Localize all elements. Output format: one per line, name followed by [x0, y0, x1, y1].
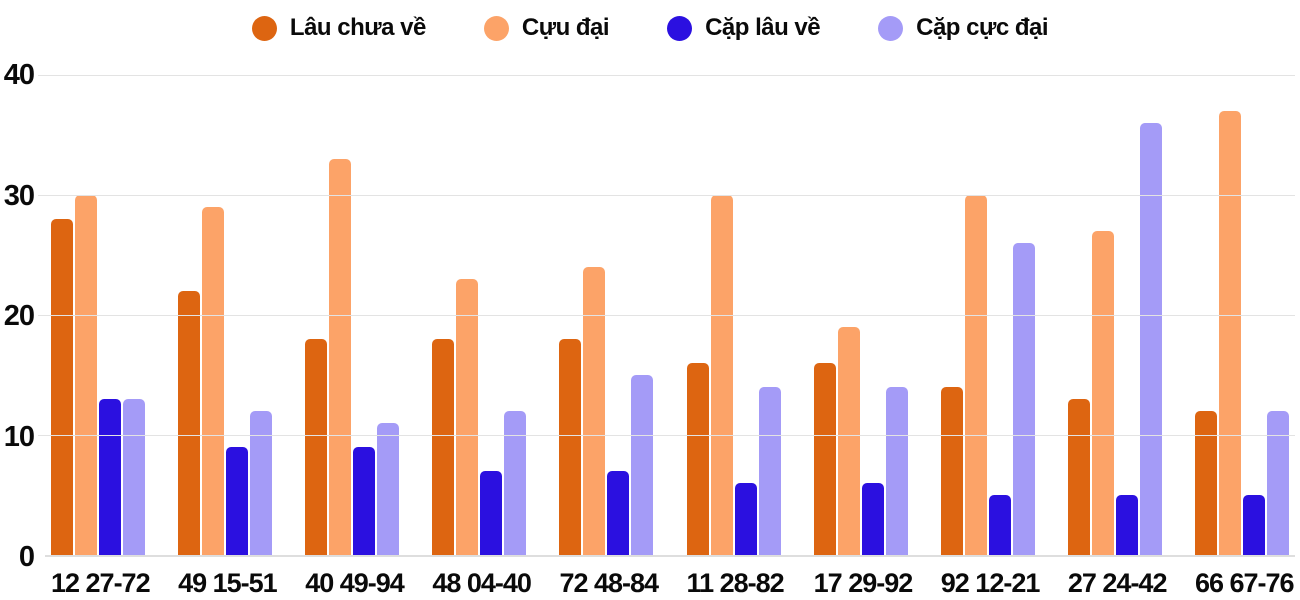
bar-group-4: [559, 75, 654, 555]
bar-s1-c0[interactable]: [75, 195, 97, 555]
bar-group-7: [940, 75, 1035, 555]
bar-s2-c8[interactable]: [1115, 495, 1138, 555]
gridline-20: [38, 315, 1295, 316]
gridline-10: [38, 435, 1295, 436]
bar-group-8: [1067, 75, 1162, 555]
bar-groups: [45, 75, 1295, 555]
gridline-30: [38, 195, 1295, 196]
bar-s3-c2[interactable]: [377, 423, 400, 555]
x-tick-label-4: 72 48-84: [559, 568, 659, 598]
bar-group-0: [51, 75, 145, 555]
bar-group-5: [686, 75, 781, 555]
legend-swatch-icon: [251, 15, 277, 41]
bar-s0-c0[interactable]: [51, 219, 73, 555]
gridline-40: [38, 75, 1295, 76]
chart-legend: Lâu chưa về Cựu đại Cặp lâu về Cặp cực đại: [0, 8, 1300, 48]
bar-s3-c3[interactable]: [504, 411, 527, 555]
bar-s1-c1[interactable]: [202, 207, 225, 555]
y-axis: 0 10 20 30 40: [0, 60, 35, 572]
x-tick-label-2: 40 49-94: [305, 568, 405, 598]
bar-group-6: [813, 75, 908, 555]
legend-item-0[interactable]: Lâu chưa về: [251, 14, 426, 42]
legend-item-2[interactable]: Cặp lâu về: [667, 14, 821, 42]
bar-s2-c4[interactable]: [607, 471, 630, 555]
bar-s2-c2[interactable]: [353, 447, 376, 555]
bar-s2-c1[interactable]: [226, 447, 249, 555]
x-tick-label-8: 27 24-42: [1067, 568, 1168, 598]
bar-chart: 12 27-72 49 15-51 40 49-94 48 04-40 72 48-84…: [38, 75, 1295, 599]
bar-s0-c8[interactable]: [1067, 399, 1090, 555]
bar-s0-c7[interactable]: [940, 387, 963, 555]
bar-s3-c6[interactable]: [885, 387, 908, 555]
bar-s2-c6[interactable]: [861, 483, 884, 555]
y-tick-label-20: 20: [3, 300, 35, 332]
bar-s3-c4[interactable]: [631, 375, 654, 555]
bar-s3-c0[interactable]: [123, 399, 145, 555]
y-tick-label-10: 10: [3, 420, 35, 453]
legend-label: Lâu chưa về: [289, 14, 426, 41]
legend-label: Cặp lâu về: [705, 14, 821, 41]
x-tick-label-7: 92 12-21: [940, 568, 1041, 598]
legend-item-3[interactable]: Cặp cực đại: [878, 14, 1049, 42]
plot-area: [38, 75, 1295, 557]
bar-s0-c1[interactable]: [178, 291, 201, 555]
bar-s1-c8[interactable]: [1091, 231, 1114, 555]
legend-item-1[interactable]: Cựu đại: [483, 14, 610, 42]
x-axis: 12 27-72 49 15-51 40 49-94 48 04-40 72 48-84…: [45, 568, 1295, 599]
y-tick-label-0: 0: [18, 541, 35, 573]
x-tick-label-1: 49 15-51: [178, 568, 278, 598]
bar-s1-c3[interactable]: [456, 279, 479, 555]
bar-s2-c5[interactable]: [734, 483, 757, 555]
bar-s1-c9[interactable]: [1218, 111, 1241, 555]
bar-s3-c1[interactable]: [250, 411, 273, 555]
bar-s0-c4[interactable]: [559, 339, 582, 555]
bar-group-3: [432, 75, 527, 555]
bar-s1-c4[interactable]: [583, 267, 606, 555]
bar-s0-c3[interactable]: [432, 339, 455, 555]
x-tick-label-6: 17 29-92: [813, 568, 914, 598]
bar-s0-c6[interactable]: [813, 363, 836, 555]
bar-s1-c5[interactable]: [710, 195, 733, 555]
bar-group-9: [1194, 75, 1289, 555]
bar-group-1: [178, 75, 273, 555]
bar-s1-c7[interactable]: [964, 195, 987, 555]
bar-s0-c5[interactable]: [686, 363, 709, 555]
x-tick-label-3: 48 04-40: [432, 568, 532, 598]
legend-swatch-icon: [667, 15, 693, 41]
bar-s2-c0[interactable]: [99, 399, 121, 555]
bar-s3-c7[interactable]: [1012, 243, 1035, 555]
bar-s0-c9[interactable]: [1194, 411, 1217, 555]
bar-group-2: [305, 75, 400, 555]
legend-label: Cặp cực đại: [916, 14, 1049, 41]
y-tick-label-30: 30: [3, 179, 35, 212]
x-tick-label-9: 66 67-76: [1194, 568, 1295, 598]
legend-swatch-icon: [483, 15, 509, 41]
bar-s1-c2[interactable]: [329, 159, 352, 555]
bar-s2-c3[interactable]: [480, 471, 503, 555]
legend-label: Cựu đại: [521, 14, 610, 41]
bar-s3-c9[interactable]: [1266, 411, 1289, 555]
bar-s0-c2[interactable]: [305, 339, 328, 555]
bar-s1-c6[interactable]: [837, 327, 860, 555]
bar-s3-c8[interactable]: [1139, 123, 1162, 555]
y-tick-label-40: 40: [3, 59, 35, 91]
bar-s3-c5[interactable]: [758, 387, 781, 555]
x-tick-label-0: 12 27-72: [51, 568, 151, 598]
bar-s2-c7[interactable]: [988, 495, 1011, 555]
x-tick-label-5: 11 28-82: [686, 568, 785, 598]
bar-s2-c9[interactable]: [1242, 495, 1265, 555]
legend-swatch-icon: [878, 15, 904, 41]
